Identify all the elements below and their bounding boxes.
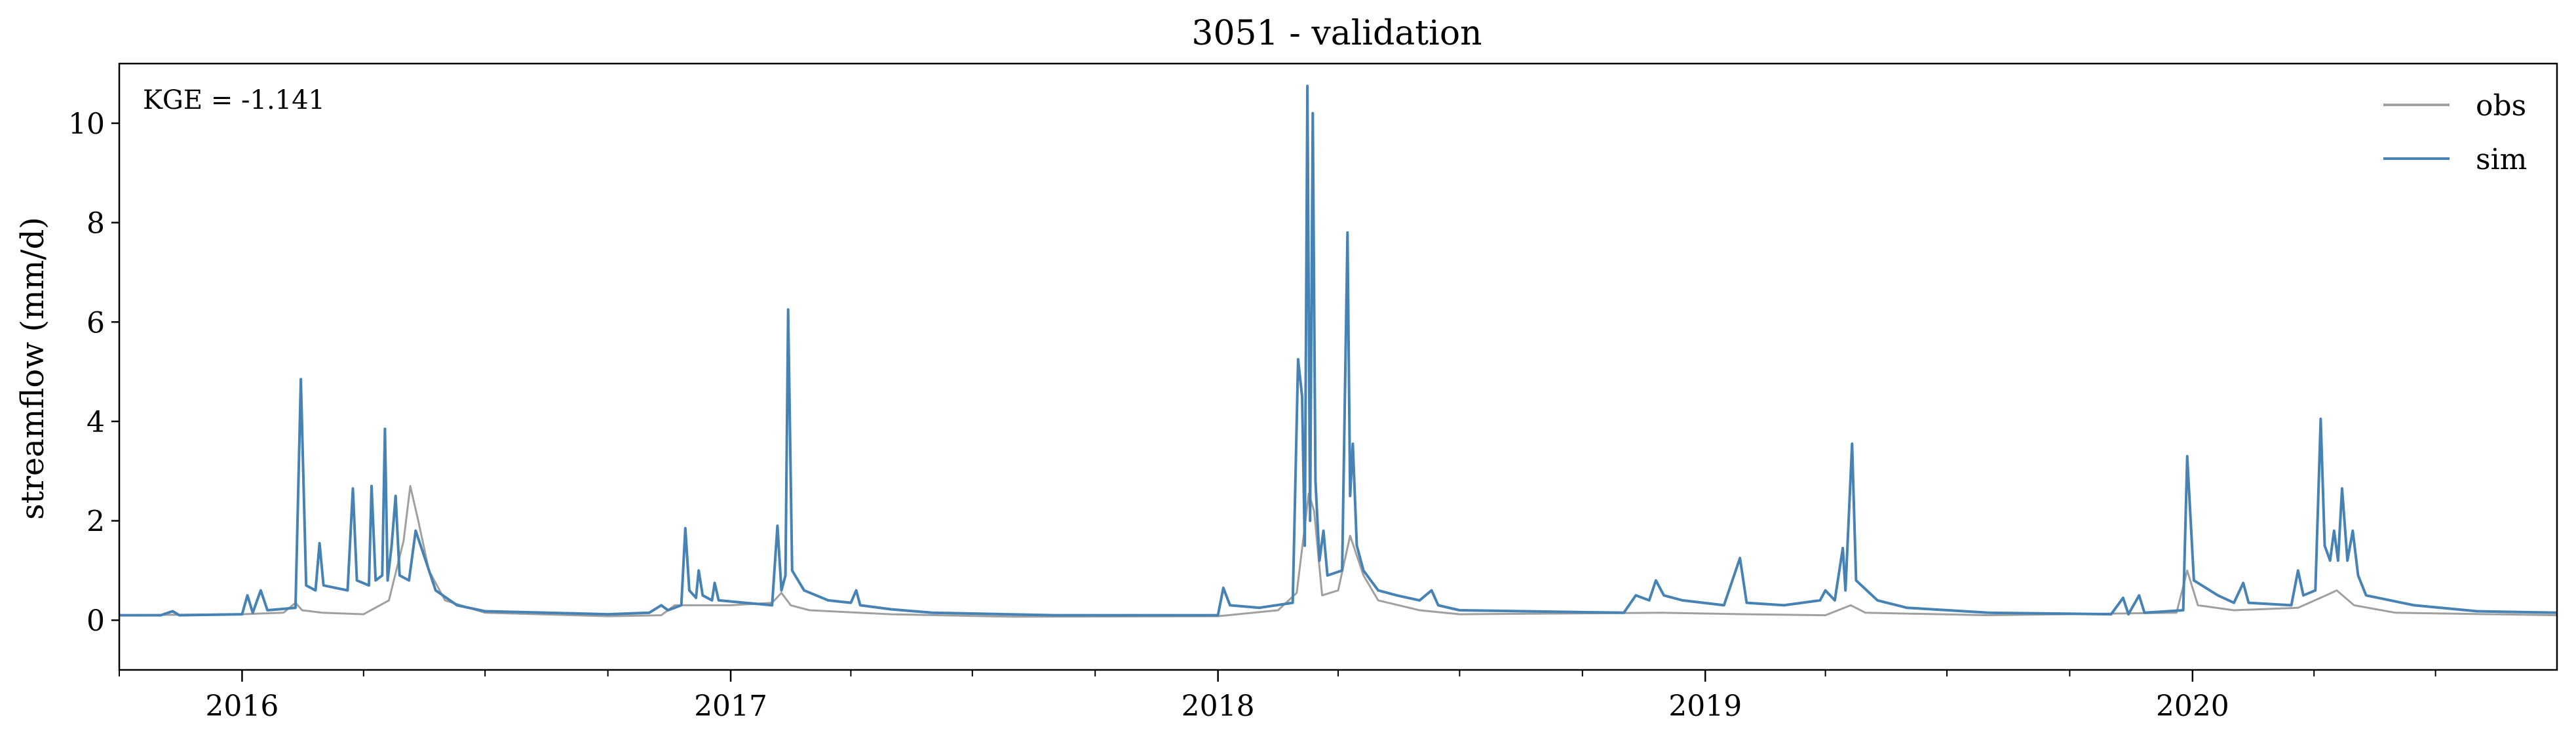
y-axis-label: streamflow (mm/d) (14, 217, 51, 520)
y-tick-label: 4 (87, 406, 105, 439)
series-line-obs (119, 485, 2558, 618)
series-line-sim (119, 85, 2558, 617)
x-tick-label: 2018 (1182, 690, 1255, 723)
y-tick-label: 8 (87, 207, 105, 241)
legend-label-sim: sim (2476, 143, 2527, 176)
y-tick-label: 6 (87, 306, 105, 340)
x-tick-label: 2020 (2156, 690, 2229, 723)
legend-label-obs: obs (2476, 89, 2526, 123)
y-tick-label: 0 (87, 604, 105, 638)
y-tick-label: 10 (68, 107, 105, 141)
chart-legend: obs sim (2383, 89, 2527, 176)
y-tick-label: 2 (87, 505, 105, 539)
plot-area: 0 2 4 6 8 10 2016 2017 2018 2019 2020 (68, 62, 2558, 723)
x-tick-label: 2017 (694, 690, 767, 723)
x-tick-label: 2016 (205, 690, 279, 723)
chart-title: 3051 - validation (1191, 14, 1482, 53)
kge-annotation: KGE = -1.141 (143, 85, 325, 115)
x-tick-label: 2019 (1668, 690, 1742, 723)
